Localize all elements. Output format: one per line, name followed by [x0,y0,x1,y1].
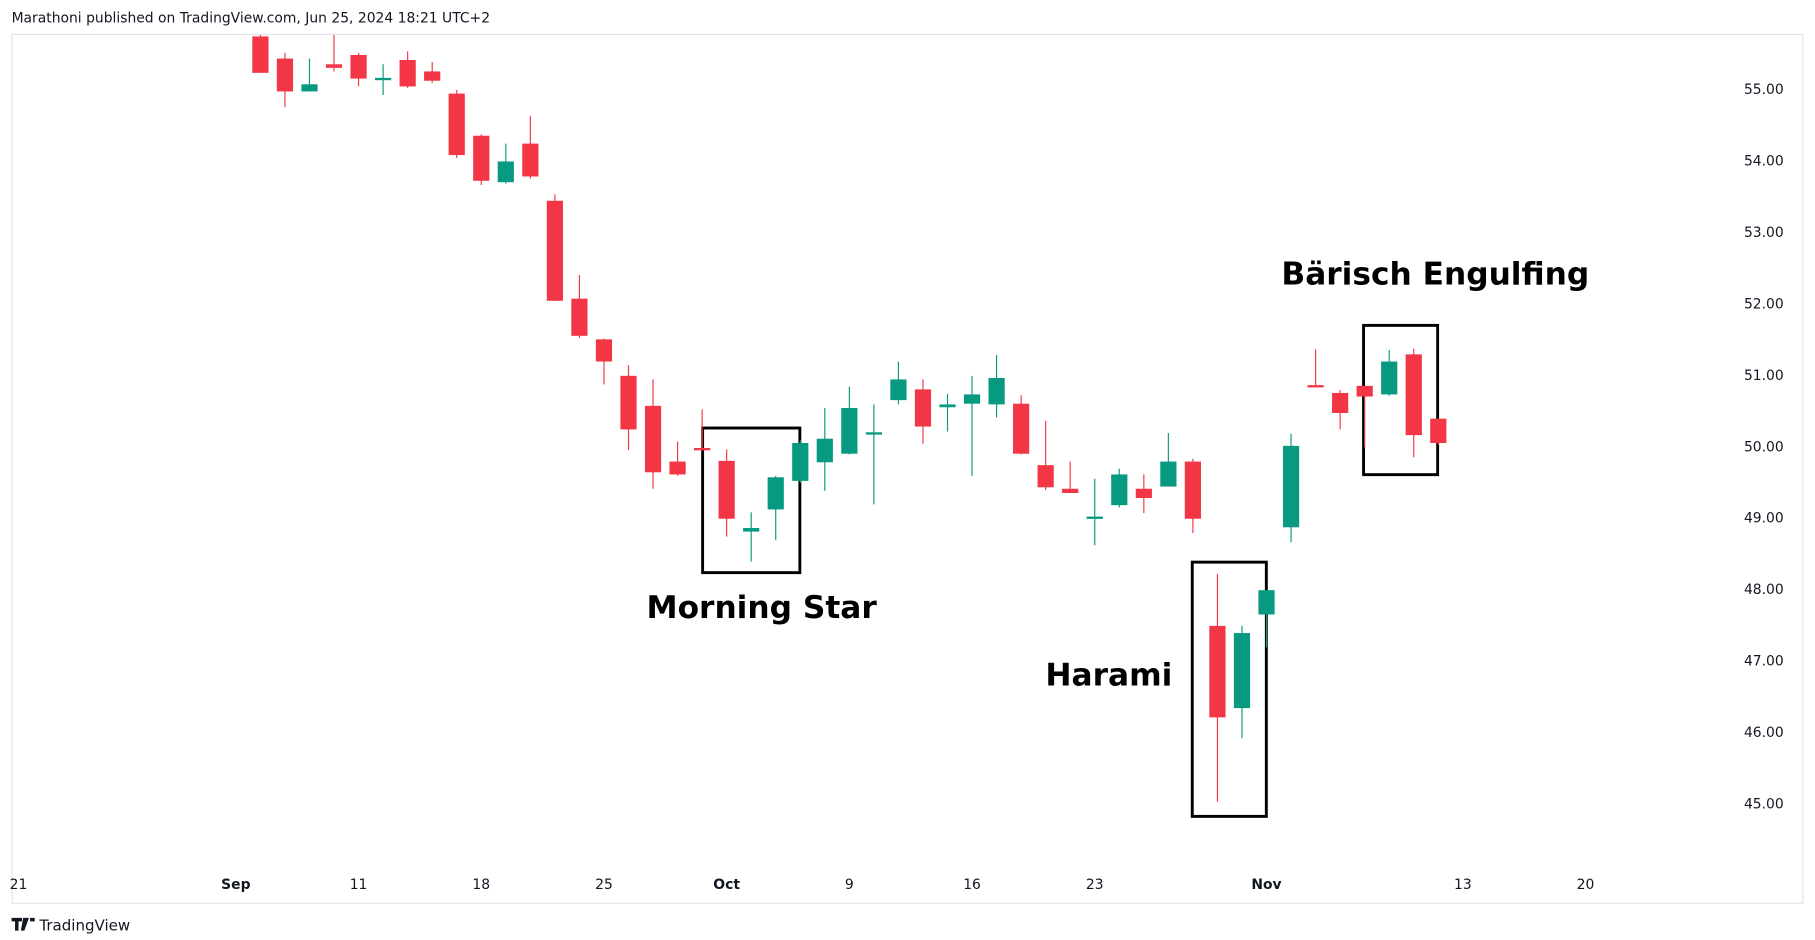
candle-body [325,64,343,68]
candle-body [1356,385,1373,397]
candle-body [571,298,588,336]
x-tick-label: 20 [1577,877,1595,893]
candle-body [644,405,662,473]
candle-body [1135,488,1152,499]
candle-body [890,379,907,401]
annotation: Harami [1045,657,1172,693]
candle-body [1160,461,1177,487]
candle-body [694,447,711,451]
candle-body [252,36,269,73]
candle-body [792,442,809,481]
candle-body [939,404,956,408]
x-tick-label: Oct [713,877,740,893]
candle-body [595,339,613,362]
candle-body [546,200,563,301]
candle-body [963,394,981,404]
harami-box [1190,560,1268,818]
annotation: Bärisch Engulfing [1281,256,1589,292]
candle-body [1013,403,1030,454]
candle-body [1233,633,1251,709]
candle-body [1258,590,1275,615]
candle-body [424,71,441,81]
candle-body [1381,361,1398,395]
candle-body [350,54,367,79]
annotation: Morning Star [646,590,877,626]
y-tick-label: 51.00 [1744,368,1784,384]
candle-body [301,84,318,92]
candle-body [1307,385,1324,388]
y-tick-label: 53.00 [1744,225,1784,241]
candle-body [448,93,465,156]
y-tick-label: 55.00 [1744,82,1784,98]
morning-star-box [701,426,802,575]
x-tick-label: 13 [1454,877,1472,893]
y-tick-label: 52.00 [1744,296,1784,312]
candle-body [669,461,686,475]
candle-body [497,161,514,183]
candle-body [1405,354,1422,436]
candle-body [767,477,784,510]
y-tick-label: 49.00 [1744,511,1784,527]
candle-body [473,135,490,181]
x-tick-label: 21 [10,877,28,893]
x-tick-label: 16 [963,877,981,893]
chart-frame [11,33,1804,904]
footer-brand: TradingView [38,916,130,934]
y-tick-label: 46.00 [1744,725,1784,741]
y-tick-label: 50.00 [1744,439,1784,455]
x-tick-label: 23 [1086,877,1104,893]
x-tick-label: 9 [845,877,854,893]
candle-body [1037,465,1054,488]
candle-body [1332,392,1349,413]
x-tick-label: 18 [472,877,490,893]
candle-body [374,77,392,81]
candle-body [718,460,735,519]
x-tick-label: 25 [595,877,613,893]
annotation-boxes [701,323,1440,818]
candle-body [743,528,760,532]
y-tick-label: 48.00 [1744,582,1784,598]
candle-body [816,438,833,463]
candle-body [1209,625,1226,718]
candle-body [914,389,932,427]
engulfing-box [1362,323,1440,477]
candle-body [988,377,1005,405]
y-tick-label: 47.00 [1744,654,1784,670]
x-tick-label: Sep [221,877,250,893]
header: Marathoni published on TradingView.com, … [12,11,490,27]
candles [252,34,1447,802]
y-tick-label: 54.00 [1744,153,1784,169]
candle-body [1430,418,1447,443]
candle-body [1184,461,1202,519]
candle-body [1111,474,1128,506]
candle-body [522,143,539,177]
candle-body [1086,516,1103,519]
x-tick-label: Nov [1251,877,1281,893]
x-tick-label: 11 [350,877,368,893]
candle-body [399,59,416,87]
candle-body [620,375,637,430]
logo [11,917,35,931]
y-tick-label: 45.00 [1744,797,1784,813]
candle-body [865,432,882,435]
candle-body [1062,488,1079,494]
candle-body [276,58,294,92]
candle-body [841,407,858,454]
candle-body [1282,445,1300,528]
